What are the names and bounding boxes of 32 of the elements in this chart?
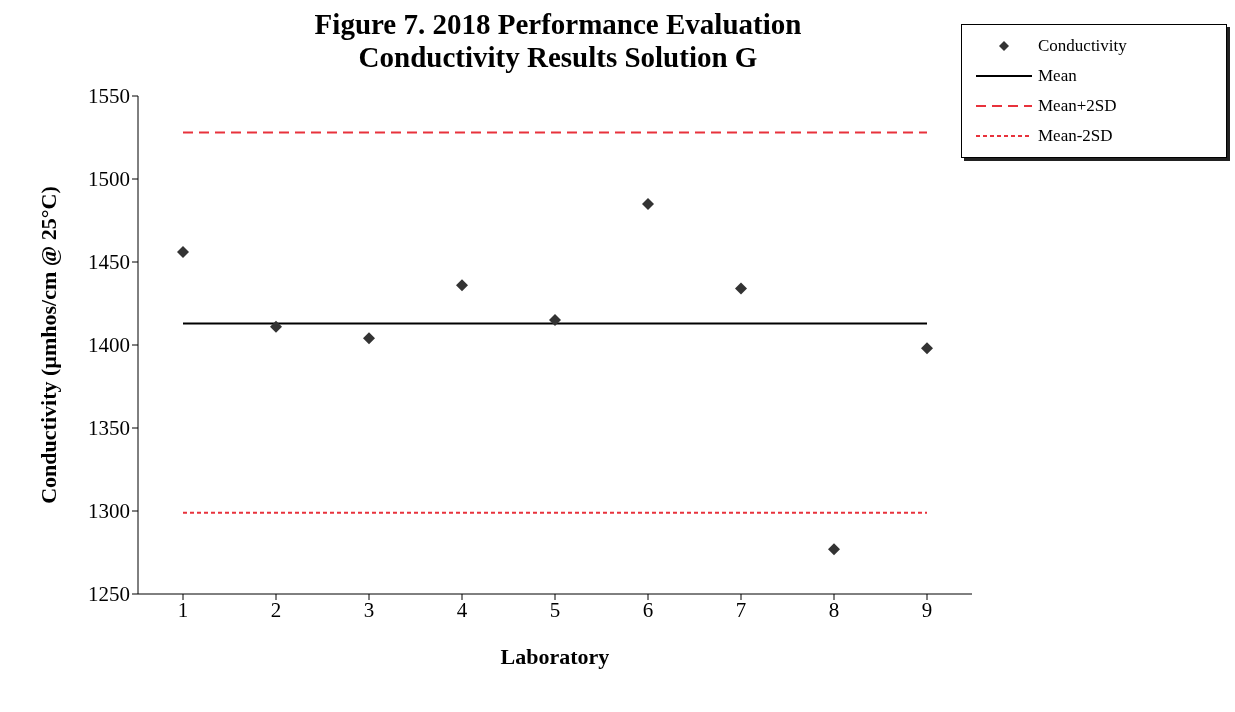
y-tick-label: 1400 bbox=[88, 333, 130, 358]
y-tick-label: 1450 bbox=[88, 250, 130, 275]
point bbox=[735, 282, 747, 295]
point bbox=[363, 332, 375, 345]
legend-label: Mean-2SD bbox=[1038, 126, 1113, 146]
point bbox=[456, 279, 468, 292]
x-tick-label: 5 bbox=[549, 597, 561, 622]
legend-label: Mean+2SD bbox=[1038, 96, 1117, 116]
x-tick-label: 6 bbox=[642, 597, 654, 622]
point bbox=[270, 320, 282, 333]
x-tick-label: 1 bbox=[177, 597, 189, 622]
x-tick-label: 2 bbox=[270, 597, 282, 622]
x-tick-label: 9 bbox=[921, 597, 933, 622]
point bbox=[921, 342, 933, 355]
y-tick-label: 1550 bbox=[88, 84, 130, 109]
x-tick-label: 7 bbox=[735, 597, 747, 622]
y-tick-label: 1300 bbox=[88, 499, 130, 524]
y-tick-label: 1350 bbox=[88, 416, 130, 441]
y-tick-label: 1500 bbox=[88, 167, 130, 192]
point bbox=[828, 543, 840, 556]
x-tick-label: 4 bbox=[456, 597, 468, 622]
legend-label: Mean bbox=[1038, 66, 1077, 86]
y-tick-label: 1250 bbox=[88, 582, 130, 607]
x-tick-label: 8 bbox=[828, 597, 840, 622]
y-axis-title: Conductivity (µmhos/cm @ 25°C) bbox=[35, 186, 61, 504]
x-axis-title: Laboratory bbox=[500, 644, 610, 669]
x-tick-label: 3 bbox=[363, 597, 375, 622]
point bbox=[177, 246, 189, 259]
legend-label: Conductivity bbox=[1038, 36, 1127, 56]
chart-title: Figure 7. 2018 Performance Evaluation Conductivity Results Solution G bbox=[313, 8, 803, 74]
point bbox=[549, 314, 561, 327]
point bbox=[642, 197, 654, 210]
